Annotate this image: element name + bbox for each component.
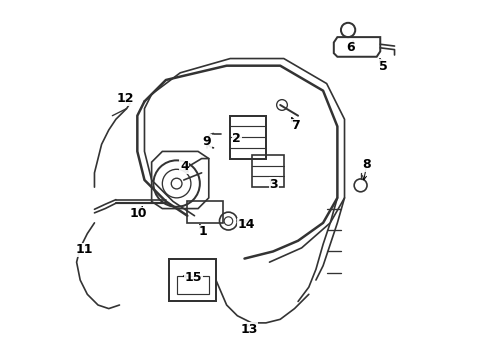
Text: 2: 2 xyxy=(232,132,241,145)
Text: 6: 6 xyxy=(346,41,355,54)
Text: 10: 10 xyxy=(129,207,146,220)
Text: 5: 5 xyxy=(378,60,386,73)
Text: 3: 3 xyxy=(269,178,278,191)
Text: 12: 12 xyxy=(116,92,133,105)
Text: 7: 7 xyxy=(290,119,299,132)
Text: 14: 14 xyxy=(237,218,255,231)
Text: 9: 9 xyxy=(202,135,211,148)
Text: 13: 13 xyxy=(240,323,257,336)
Text: 11: 11 xyxy=(76,243,93,256)
Text: 8: 8 xyxy=(362,158,370,171)
Text: 4: 4 xyxy=(180,160,188,173)
Text: 1: 1 xyxy=(199,225,207,238)
Text: 15: 15 xyxy=(184,271,202,284)
